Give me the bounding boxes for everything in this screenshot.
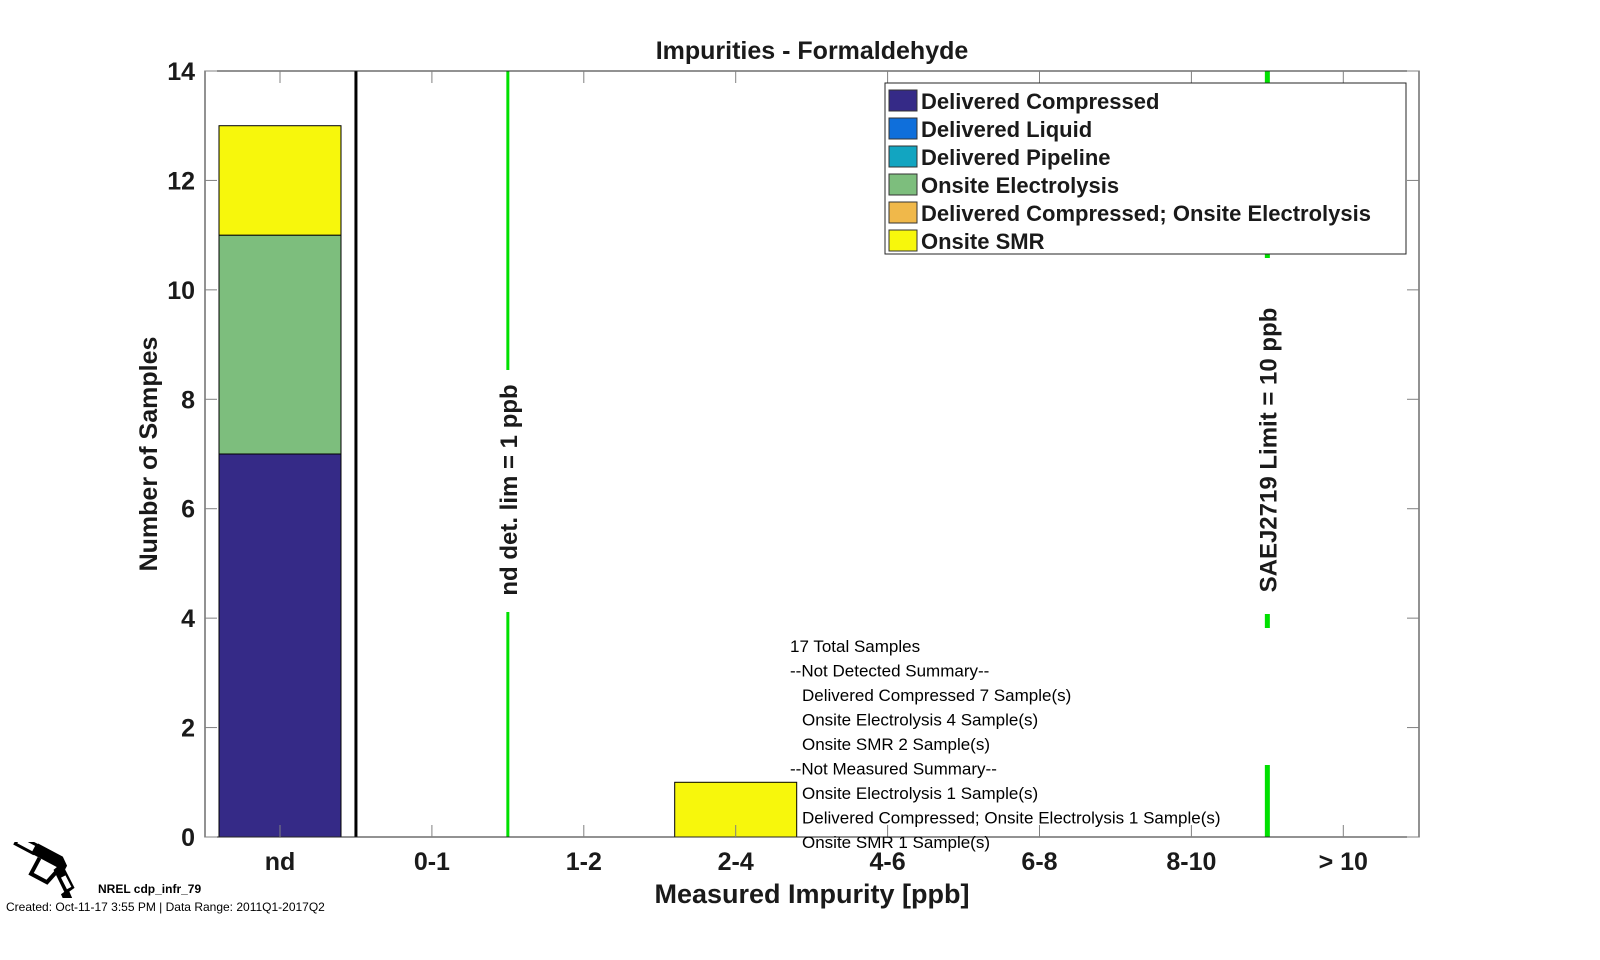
legend-label-delivered-pipeline: Delivered Pipeline: [921, 145, 1111, 170]
footer: NREL cdp_infr_79 Created: Oct-11-17 3:55…: [6, 833, 325, 916]
chart-id-label: NREL cdp_infr_79: [98, 882, 202, 896]
summary-annotation: 17 Total Samples --Not Detected Summary--…: [790, 637, 1221, 852]
x-tick-label: 1-2: [566, 848, 602, 876]
legend-label-delivered-compressed-onsite-electrolysis: Delivered Compressed; Onsite Electrolysi…: [921, 201, 1371, 226]
y-tick-label: 14: [167, 58, 195, 86]
x-tick-label: 2-4: [718, 848, 754, 876]
saej2719-limit-label: SAEJ2719 Limit = 10 ppb: [1255, 308, 1282, 593]
annotation-line: Onsite Electrolysis 1 Sample(s): [802, 784, 1038, 803]
plot-frame: [204, 70, 1420, 838]
x-axis-label: Measured Impurity [ppb]: [654, 879, 969, 909]
x-tick-label: 0-1: [414, 848, 450, 876]
legend-label-onsite-electrolysis: Onsite Electrolysis: [921, 173, 1119, 198]
reference-lines-group: nd det. lim = 1 ppb SAEJ2719 Limit = 10 p…: [354, 71, 1282, 837]
x-tick-label: 6-8: [1021, 848, 1057, 876]
annotation-line: --Not Detected Summary--: [790, 662, 989, 681]
legend-swatch-delivered-pipeline: [888, 145, 918, 168]
chart-title: Impurities - Formaldehyde: [656, 37, 969, 65]
legend-label-onsite-smr: Onsite SMR: [921, 229, 1045, 254]
legend-swatch-onsite-electrolysis: [888, 173, 918, 196]
nd-detection-limit-label: nd det. lim = 1 ppb: [496, 384, 523, 595]
legend-swatch-onsite-smr: [888, 229, 918, 252]
annotation-line: 17 Total Samples: [790, 637, 920, 656]
annotation-line: Onsite SMR 2 Sample(s): [802, 735, 990, 754]
bar-onsite-electrolysis-0: [218, 234, 342, 455]
x-tick-label: 4-6: [870, 848, 906, 876]
created-label: Created: Oct-11-17 3:55 PM | Data Range:…: [6, 900, 325, 914]
y-tick-label: 6: [181, 496, 195, 524]
y-tick-label: 0: [181, 824, 195, 852]
annotation-line: Onsite Electrolysis 4 Sample(s): [802, 711, 1038, 730]
x-tick-label: 8-10: [1166, 848, 1216, 876]
y-tick-label: 10: [167, 277, 195, 305]
legend-swatch-delivered-compressed-onsite-electrolysis: [888, 201, 918, 224]
y-axis-label: Number of Samples: [135, 337, 163, 572]
annotation-line: --Not Measured Summary--: [790, 760, 997, 779]
legend-swatch-delivered-compressed: [888, 89, 918, 112]
x-tick-label: nd: [265, 848, 296, 876]
legend: Delivered Compressed Delivered Liquid Deli…: [884, 82, 1407, 255]
legend-label-delivered-liquid: Delivered Liquid: [921, 117, 1092, 142]
y-tick-label: 2: [181, 715, 195, 743]
annotation-line: Onsite SMR 1 Sample(s): [802, 833, 990, 852]
annotation-line: Delivered Compressed; Onsite Electrolysi…: [802, 809, 1221, 828]
y-tick-label: 12: [167, 167, 195, 195]
legend-swatch-delivered-liquid: [888, 117, 918, 140]
y-tick-label: 4: [181, 605, 195, 633]
bars-group: [218, 125, 798, 838]
x-tick-label: > 10: [1319, 848, 1368, 876]
bar-onsite-smr-0: [218, 125, 342, 236]
fuel-nozzle-icon: [13, 833, 79, 916]
annotation-line: Delivered Compressed 7 Sample(s): [802, 686, 1071, 705]
x-ticks-group: nd 0-1 1-2 2-4 4-6 6-8 8-10 > 10: [265, 71, 1368, 876]
bar-delivered-compressed-0: [218, 453, 342, 838]
legend-label-delivered-compressed: Delivered Compressed: [921, 89, 1159, 114]
y-ticks-group: 0 2 4 6 8 10 12 14: [167, 58, 1419, 852]
legend-box: [884, 82, 1407, 255]
y-tick-label: 8: [181, 386, 195, 414]
